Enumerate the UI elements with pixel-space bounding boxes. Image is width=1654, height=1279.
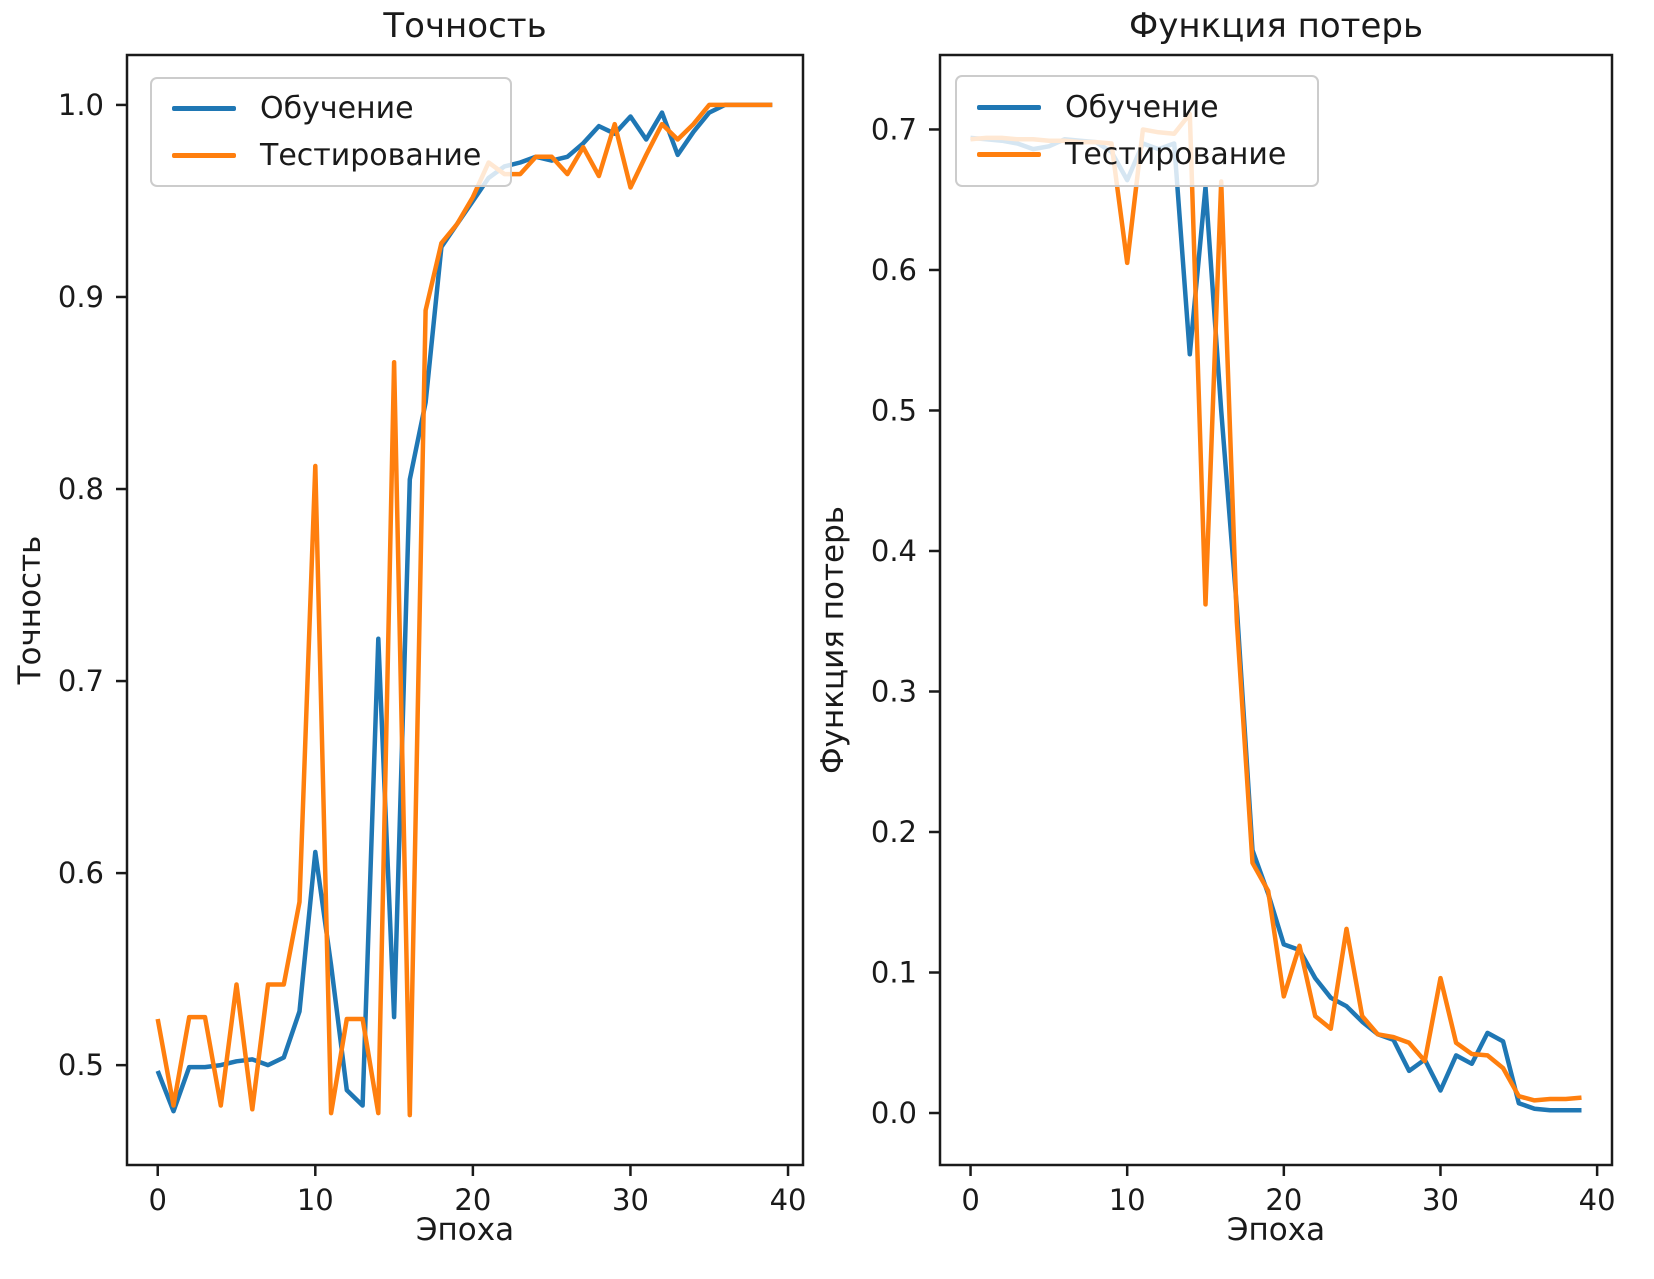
test-line-swatch xyxy=(977,152,1041,157)
accuracy-y-tick-label: 0.8 xyxy=(58,472,104,506)
accuracy-series-line-0 xyxy=(155,102,773,1114)
loss-x-tick-label: 40 xyxy=(1579,1183,1616,1217)
accuracy-y-tick-label: 0.9 xyxy=(58,280,104,314)
loss-y-tick-label: 0.0 xyxy=(871,1096,917,1130)
test-line-swatch xyxy=(172,153,236,158)
legend-label-test: Тестирование xyxy=(260,138,482,173)
accuracy-x-tick-label: 40 xyxy=(770,1183,807,1217)
loss-x-axis-label: Эпоха xyxy=(1226,1212,1326,1248)
loss-x-tick-label: 10 xyxy=(1109,1183,1146,1217)
legend-label-train: Обучение xyxy=(1065,90,1219,125)
loss-series-line-0 xyxy=(970,135,1582,1113)
legend-label-test: Тестирование xyxy=(1065,137,1287,172)
accuracy-series-line-1 xyxy=(155,102,773,1118)
loss-series-line-1 xyxy=(970,111,1582,1103)
legend-entry-test: Тестирование xyxy=(977,137,1291,172)
loss-y-tick-label: 0.6 xyxy=(871,253,917,287)
loss-y-axis-label: Функция потерь xyxy=(815,505,851,775)
accuracy-y-tick-label: 0.7 xyxy=(58,664,104,698)
accuracy-chart-title: Точность xyxy=(383,6,547,46)
legend-label-train: Обучение xyxy=(260,91,414,126)
loss-y-tick-label: 0.4 xyxy=(871,534,917,568)
accuracy-y-tick-label: 0.5 xyxy=(58,1048,104,1082)
accuracy-y-tick-label: 1.0 xyxy=(58,88,104,122)
accuracy-x-tick-label: 30 xyxy=(612,1183,649,1217)
loss-chart-title: Функция потерь xyxy=(1128,6,1424,46)
legend-entry-train: Обучение xyxy=(172,91,484,126)
train-line-swatch xyxy=(172,106,236,111)
loss-x-tick-label: 20 xyxy=(1265,1183,1302,1217)
accuracy-y-tick-label: 0.6 xyxy=(58,856,104,890)
accuracy-y-axis-label: Точность xyxy=(12,535,48,685)
accuracy-x-axis-label: Эпоха xyxy=(415,1212,515,1248)
loss-plot-canvas: 0 10 20 30 40 0.0 0.1 0.2 0.3 0.4 0.5 0.6 0.7 xyxy=(871,53,1616,1217)
loss-y-tick-label: 0.1 xyxy=(871,956,917,990)
accuracy-x-tick-label: 0 xyxy=(149,1183,167,1217)
train-line-swatch xyxy=(977,105,1041,110)
accuracy-plot-canvas: 0 10 20 30 40 0.5 0.6 0.7 0.8 0.9 1.0 xyxy=(58,53,806,1217)
loss-y-tick-label: 0.2 xyxy=(871,815,917,849)
loss-y-tick-label: 0.7 xyxy=(871,112,917,146)
loss-x-tick-label: 30 xyxy=(1422,1183,1459,1217)
accuracy-x-tick-label: 10 xyxy=(297,1183,334,1217)
loss-legend: Обучение Тестирование xyxy=(955,75,1319,187)
loss-y-tick-label: 0.3 xyxy=(871,674,917,708)
legend-entry-train: Обучение xyxy=(977,90,1291,125)
accuracy-x-tick-label: 20 xyxy=(454,1183,491,1217)
accuracy-legend: Обучение Тестирование xyxy=(150,77,512,187)
loss-x-tick-label: 0 xyxy=(961,1183,979,1217)
legend-entry-test: Тестирование xyxy=(172,138,484,173)
loss-y-tick-label: 0.5 xyxy=(871,393,917,427)
